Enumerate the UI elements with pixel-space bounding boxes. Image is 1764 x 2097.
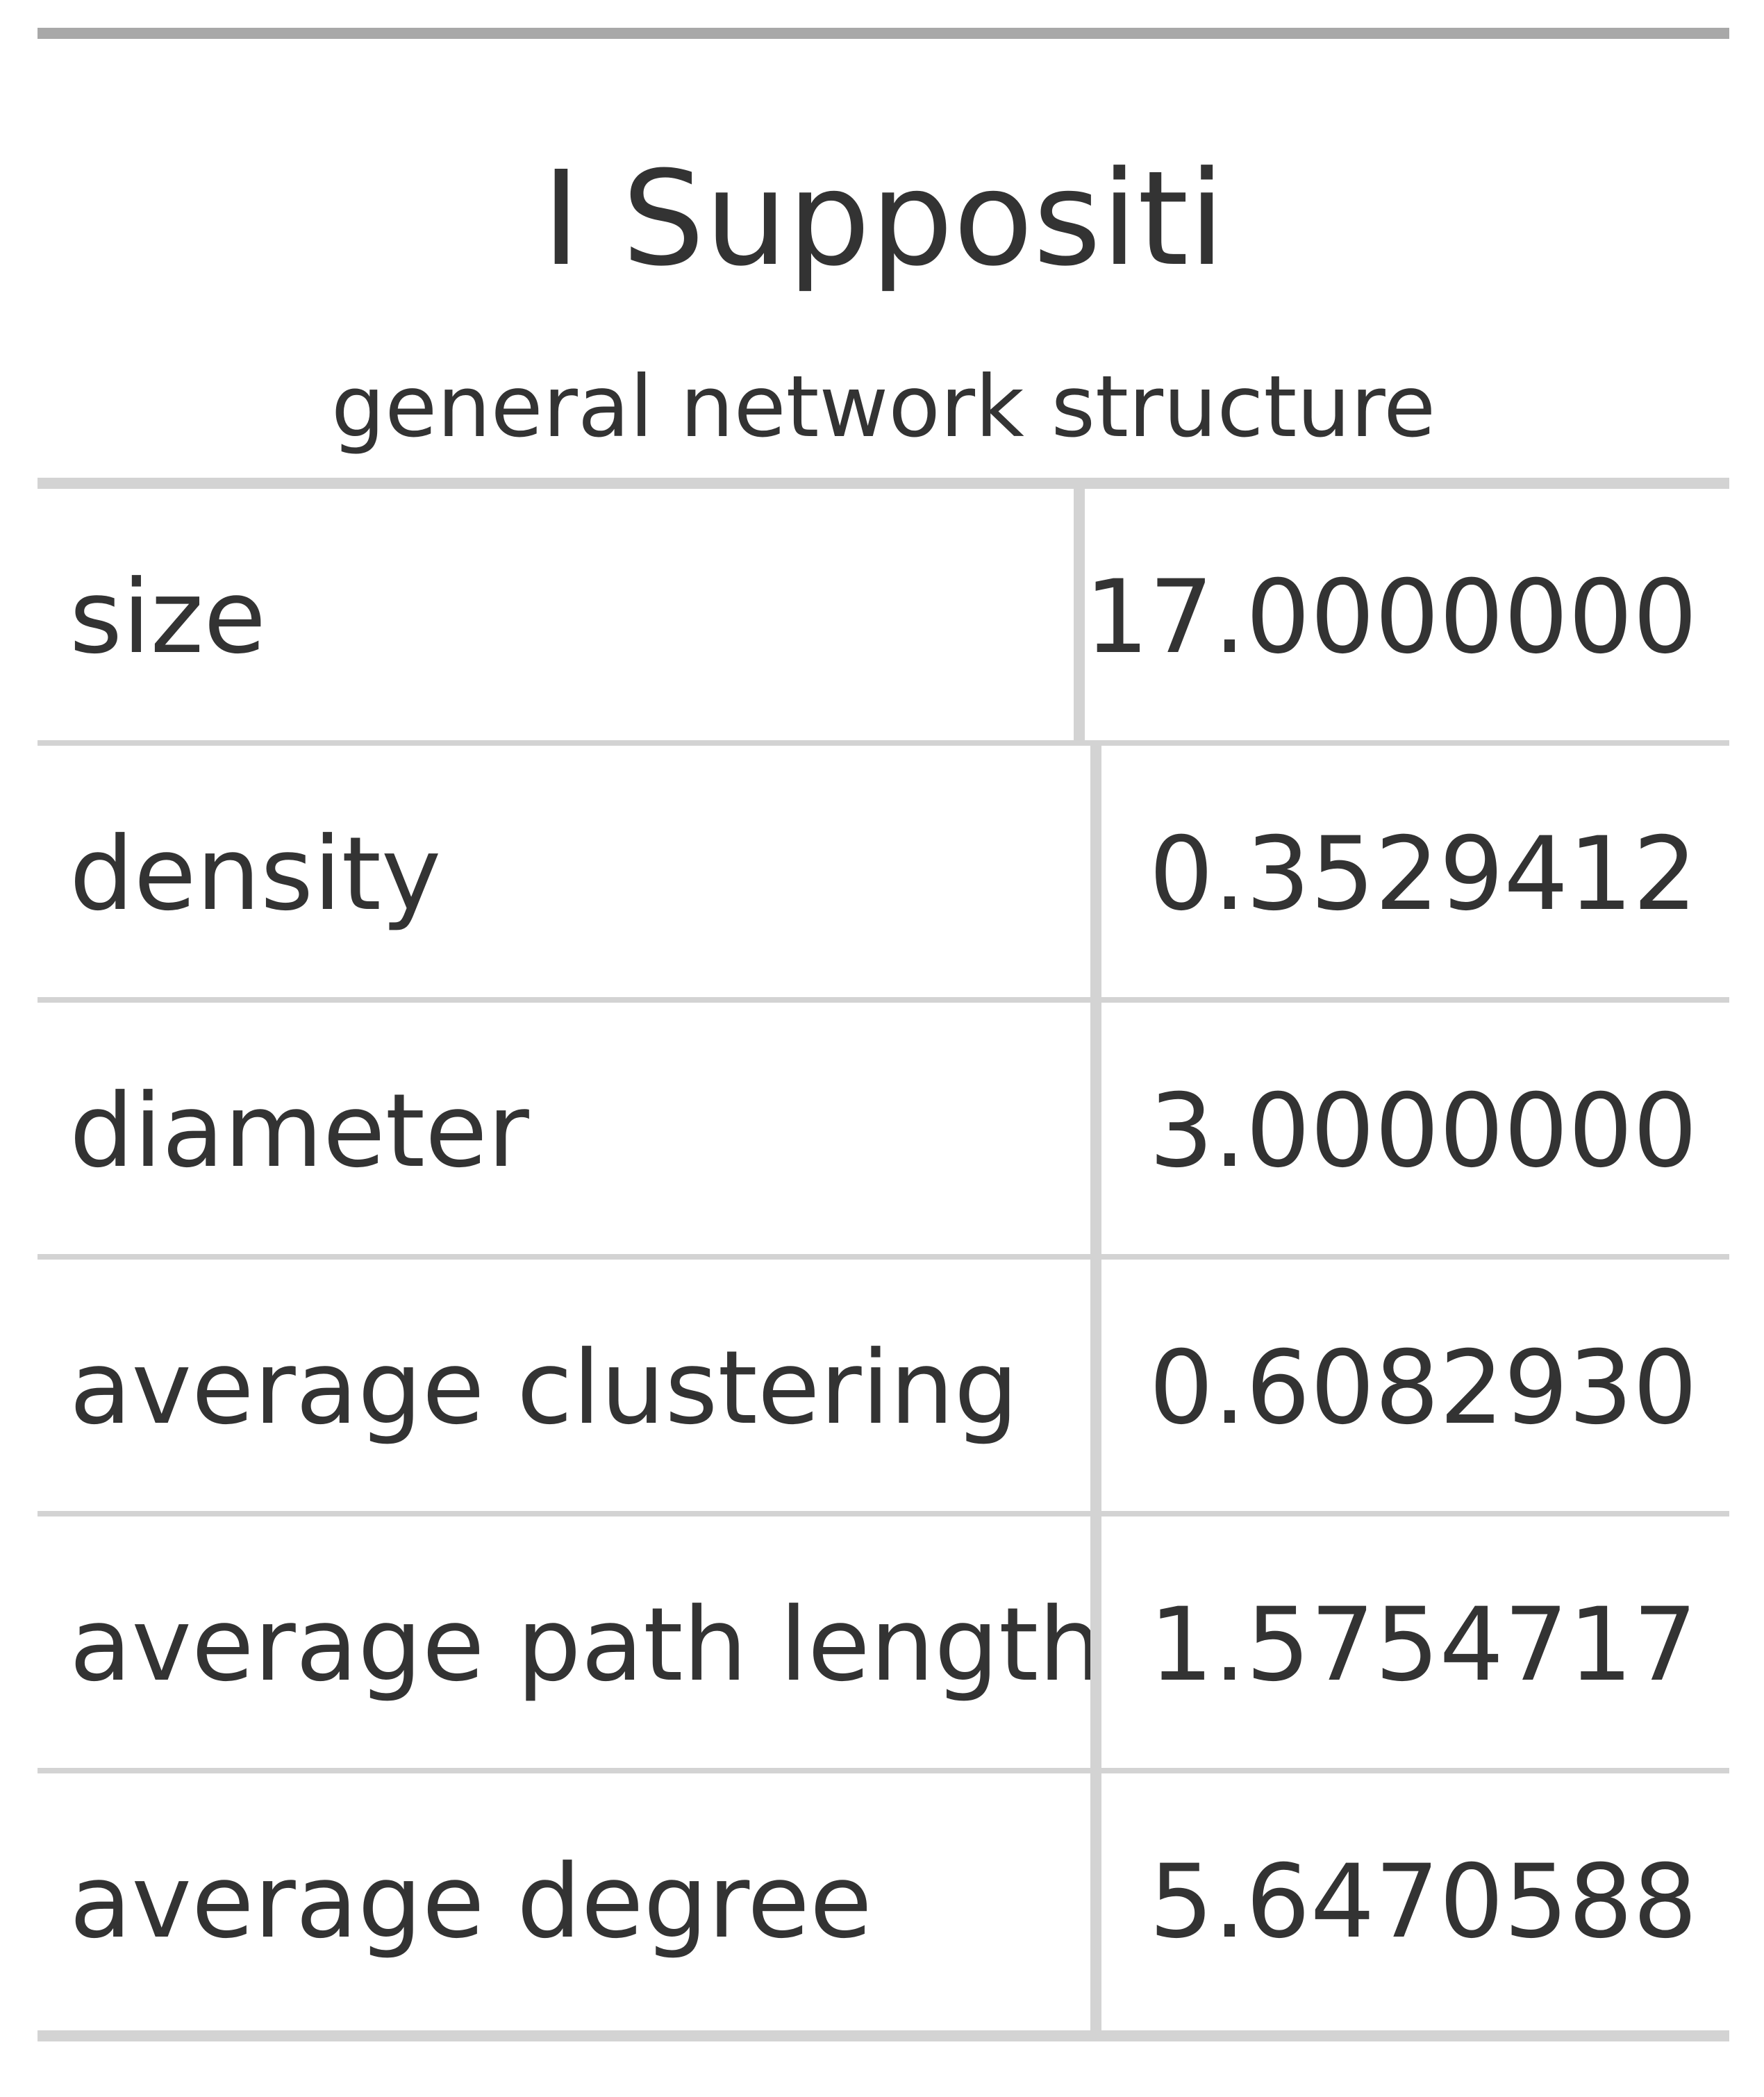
header-rule — [38, 478, 1729, 489]
row-value: 0.6082930 — [1149, 1329, 1697, 1447]
table-row: average path length 1.5754717 — [38, 1517, 1729, 1773]
column-divider — [1090, 1003, 1101, 1254]
top-rule — [38, 28, 1729, 39]
column-divider — [1090, 1517, 1101, 1768]
row-label: average clustering — [69, 1329, 1019, 1447]
table-header: I Suppositi general network structure — [38, 39, 1729, 478]
row-value: 0.3529412 — [1149, 815, 1697, 933]
network-stats-table: I Suppositi general network structure si… — [38, 28, 1729, 2041]
table-body: size 17.0000000 density 0.3529412 diamet… — [38, 489, 1729, 2041]
column-divider — [1090, 1260, 1101, 1511]
row-label: diameter — [69, 1072, 529, 1190]
row-value: 17.0000000 — [1084, 558, 1697, 676]
table-row: size 17.0000000 — [38, 489, 1729, 746]
table-row: average clustering 0.6082930 — [38, 1260, 1729, 1517]
row-label: density — [69, 815, 442, 933]
table-title: I Suppositi — [542, 143, 1225, 295]
table-row: density 0.3529412 — [38, 746, 1729, 1003]
table-row: diameter 3.0000000 — [38, 1003, 1729, 1260]
column-divider — [1073, 489, 1085, 740]
row-label: average path length — [69, 1586, 1103, 1704]
table-subtitle: general network structure — [331, 358, 1436, 456]
row-label: average degree — [69, 1843, 872, 1961]
column-divider — [1090, 746, 1101, 997]
row-label: size — [69, 558, 267, 676]
table-row: average degree 5.6470588 — [38, 1773, 1729, 2041]
row-value: 3.0000000 — [1149, 1072, 1697, 1190]
column-divider — [1090, 1773, 1101, 2030]
row-value: 1.5754717 — [1149, 1586, 1697, 1704]
row-value: 5.6470588 — [1149, 1843, 1697, 1961]
